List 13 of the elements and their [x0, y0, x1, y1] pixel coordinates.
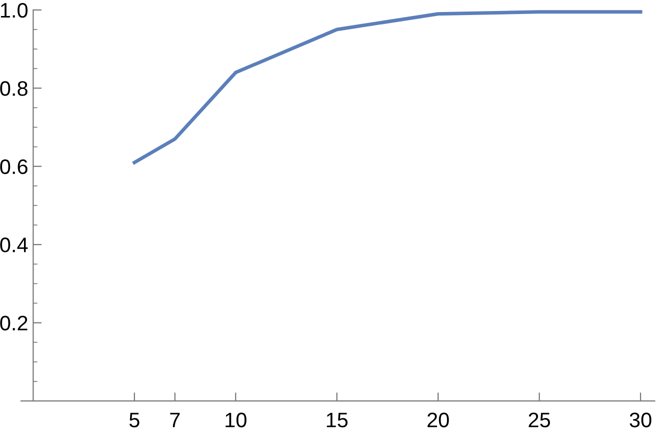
x-tick-label: 20 — [428, 412, 449, 428]
y-tick-label: 0.2 — [0, 316, 28, 331]
x-tick-label: 30 — [630, 412, 652, 428]
x-tick-label: 10 — [226, 412, 246, 428]
x-tick-label: 5 — [129, 412, 140, 428]
line-series — [132, 10, 642, 164]
y-tick-label: 0.6 — [0, 159, 28, 174]
x-tick-label: 25 — [528, 412, 550, 428]
x-tick-label: 15 — [326, 412, 348, 428]
y-tick-label: 0.4 — [0, 238, 28, 252]
x-tick-label: 7 — [170, 412, 180, 428]
y-tick-label: 0.8 — [0, 81, 28, 96]
y-tick-label: 1.0 — [0, 2, 28, 18]
